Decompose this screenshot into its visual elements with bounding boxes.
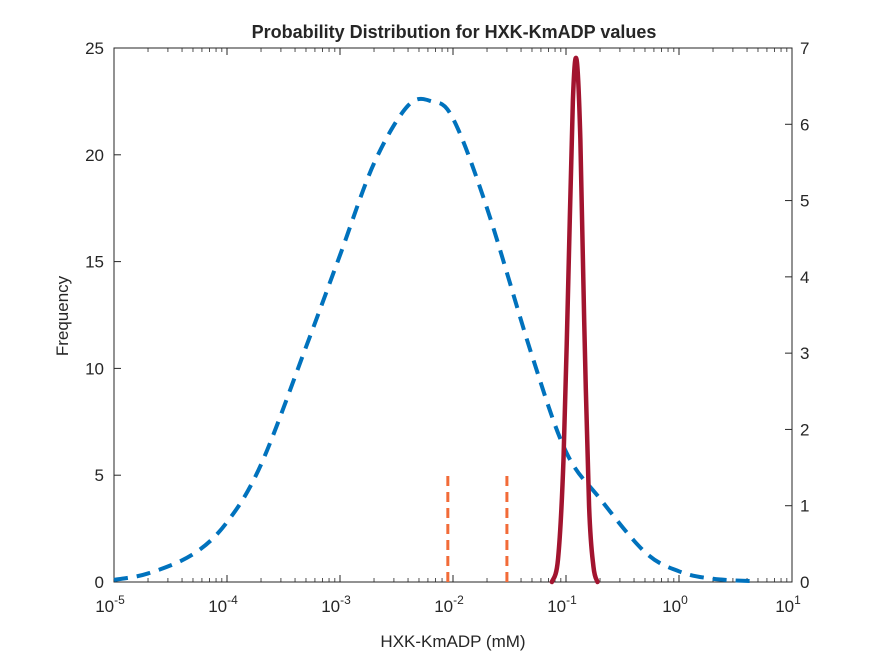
y-tick-label-right: 5 (800, 192, 809, 211)
series-line-0 (113, 96, 759, 584)
y-tick-label-left: 10 (85, 359, 104, 378)
y-tick-label-left: 0 (95, 573, 104, 592)
y-tick-label-right: 3 (800, 344, 809, 363)
x-tick-label: 10-3 (321, 593, 351, 616)
plot-area: 10-5 10-4 10-3 10-2 10-1 100 10105101520250123… (85, 39, 809, 616)
x-tick-label: 100 (662, 593, 688, 616)
y-tick-label-left: 5 (95, 466, 104, 485)
x-tick-label: 101 (775, 593, 801, 616)
y-tick-label-left: 15 (85, 253, 104, 272)
y-tick-label-right: 0 (800, 573, 809, 592)
y-tick-label-right: 4 (800, 268, 809, 287)
x-axis-label: HXK-KmADP (mM) (380, 632, 525, 651)
y-axis-label: Frequency (53, 275, 72, 356)
series-line-1 (549, 55, 600, 585)
y-tick-label-right: 2 (800, 420, 809, 439)
x-tick-label: 10-5 (95, 593, 125, 616)
y-tick-label-right: 6 (800, 115, 809, 134)
chart-title: Probability Distribution for HXK-KmADP v… (252, 22, 657, 42)
x-tick-label: 10-1 (547, 593, 577, 616)
x-tick-label: 10-4 (208, 593, 238, 616)
y-tick-label-right: 1 (800, 497, 809, 516)
y-tick-label-left: 20 (85, 146, 104, 165)
y-tick-label-left: 25 (85, 39, 104, 58)
y-tick-label-right: 7 (800, 39, 809, 58)
x-tick-label: 10-2 (434, 593, 464, 616)
